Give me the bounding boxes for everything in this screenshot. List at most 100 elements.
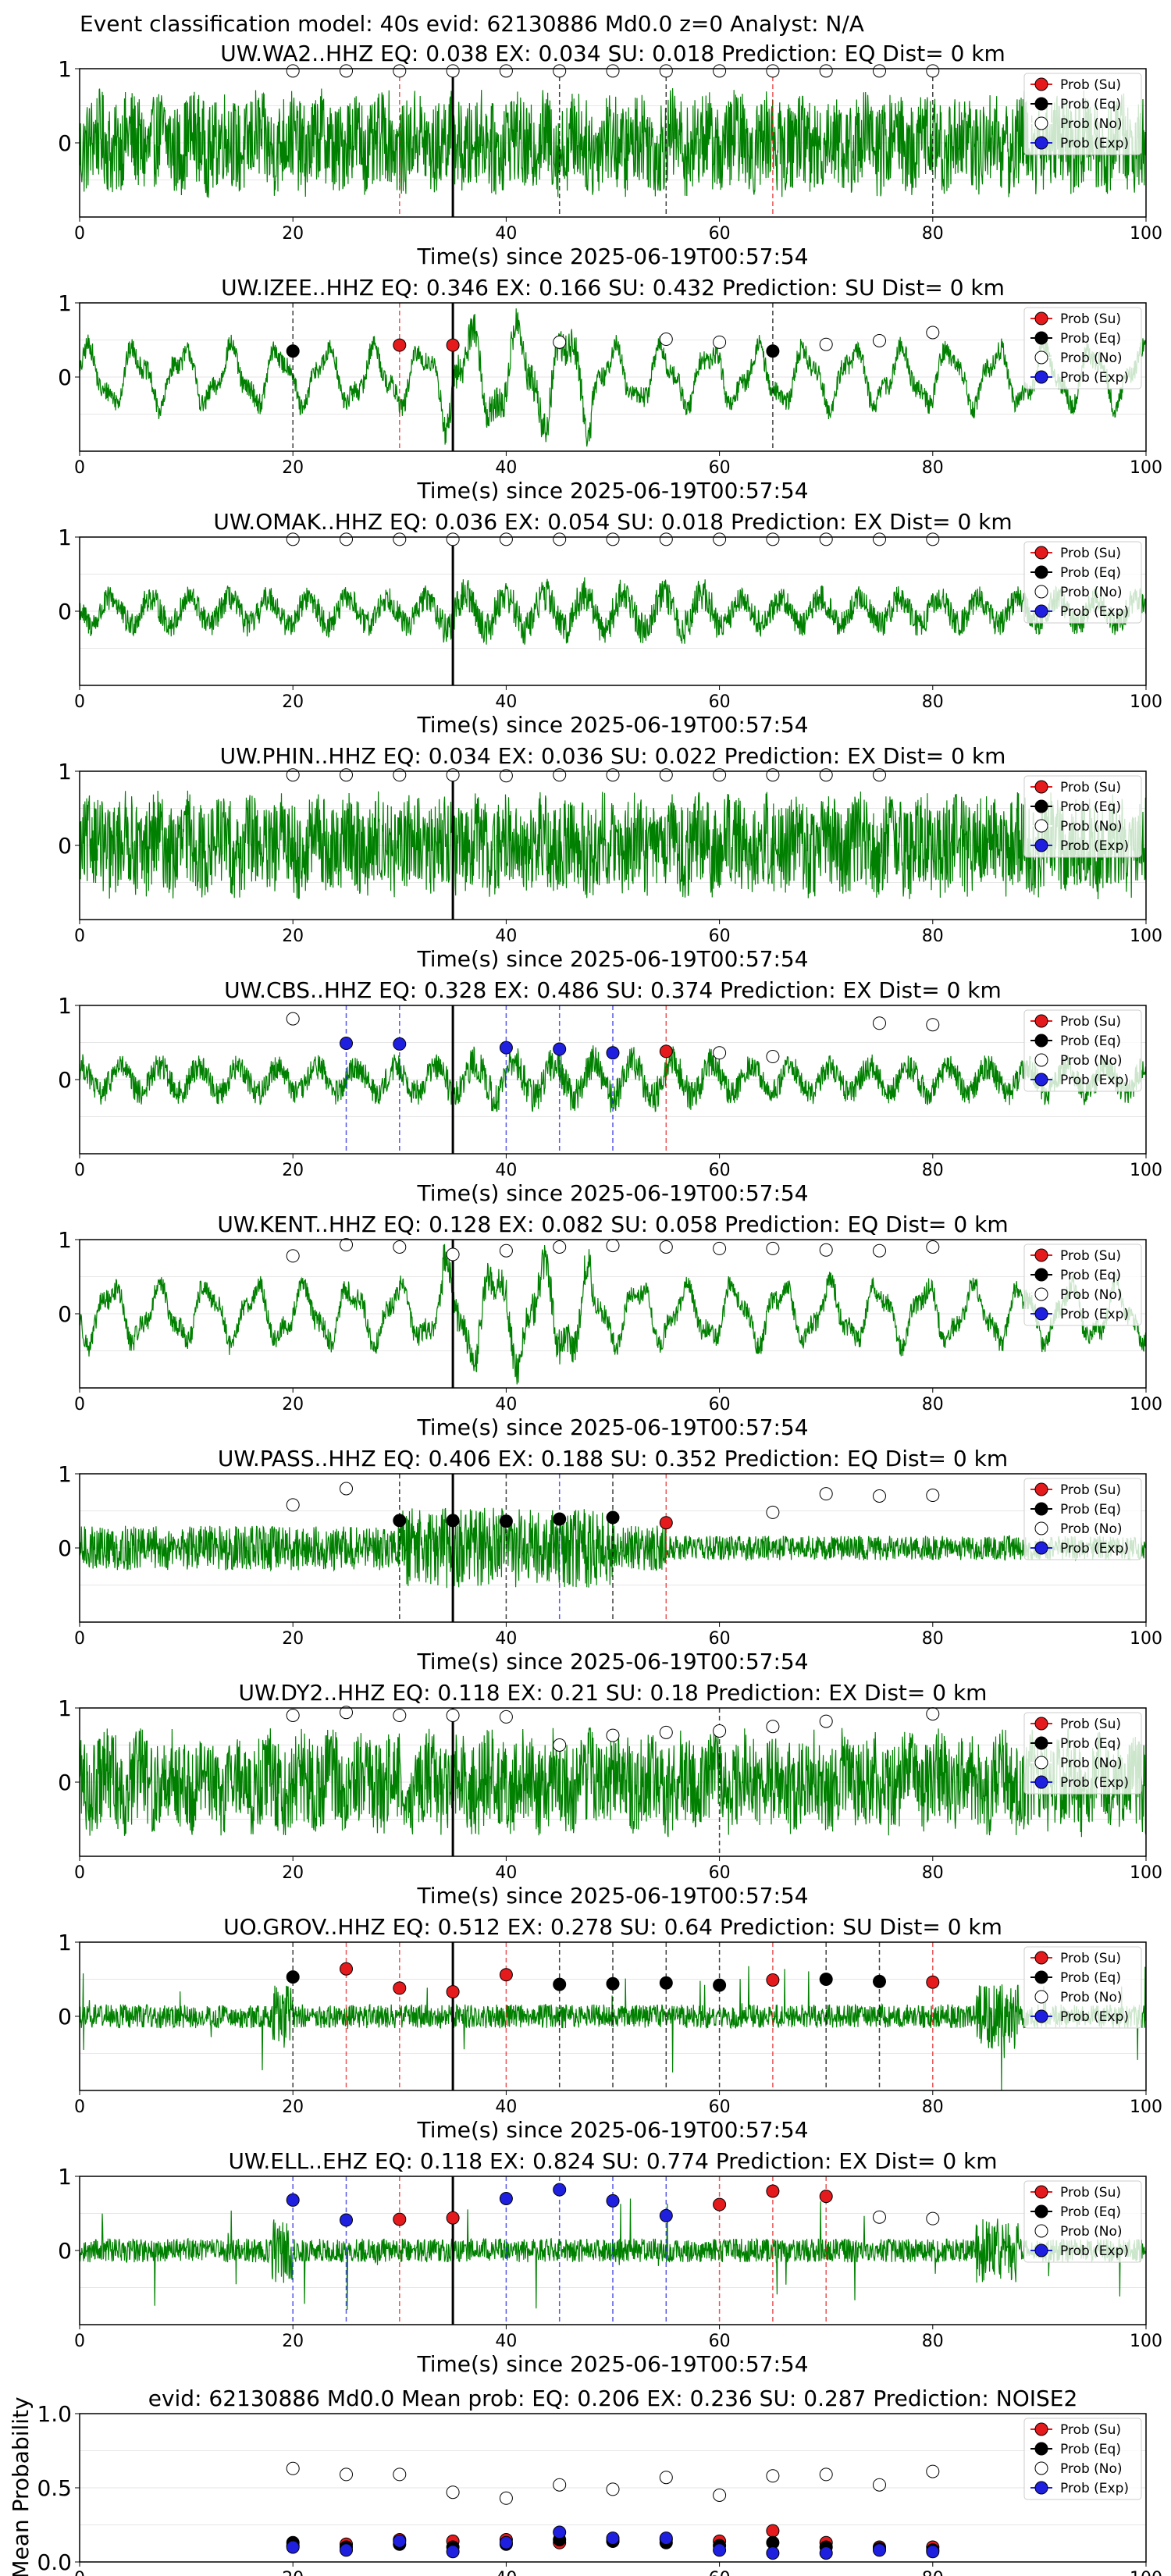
prob-point-no bbox=[766, 1050, 780, 1064]
legend-label-exp: Prob (Exp) bbox=[1060, 370, 1129, 386]
prob-point-exp bbox=[819, 2546, 833, 2560]
prob-point-no bbox=[659, 768, 673, 782]
prob-point-no bbox=[606, 1728, 620, 1742]
prob-point-no bbox=[286, 1249, 300, 1263]
x-tick-label: 60 bbox=[709, 2097, 731, 2117]
legend-marker-exp bbox=[1034, 604, 1048, 618]
legend-marker-su bbox=[1034, 1248, 1048, 1262]
x-tick-label: 40 bbox=[495, 927, 517, 946]
prob-point-eq bbox=[606, 1510, 620, 1525]
prob-point-no bbox=[766, 1720, 780, 1734]
legend-marker-no bbox=[1034, 350, 1048, 365]
x-tick-label: 60 bbox=[709, 1863, 731, 1883]
prob-point-exp bbox=[553, 2183, 567, 2197]
prob-point-exp bbox=[873, 2543, 886, 2557]
x-tick-label: 0 bbox=[74, 1395, 85, 1414]
prob-point-no bbox=[819, 337, 833, 351]
legend-label-eq: Prob (Eq) bbox=[1060, 565, 1121, 581]
x-tick-label: 80 bbox=[922, 927, 944, 946]
legend-frame bbox=[1023, 775, 1142, 858]
legend-frame bbox=[1023, 1478, 1142, 1560]
x-tick-label: 40 bbox=[495, 1863, 517, 1883]
legend-marker-su bbox=[1034, 546, 1048, 560]
prob-point-no bbox=[659, 1725, 673, 1739]
x-tick-label: 80 bbox=[922, 1161, 944, 1180]
legend-label-no: Prob (No) bbox=[1060, 1053, 1123, 1069]
prob-point-su bbox=[393, 1981, 407, 1995]
x-tick-label: 60 bbox=[709, 927, 731, 946]
legend-label-exp: Prob (Exp) bbox=[1060, 2481, 1129, 2496]
x-tick-label: 20 bbox=[282, 1395, 304, 1414]
prob-point-no bbox=[873, 333, 886, 347]
prob-point-no bbox=[286, 768, 300, 782]
legend-label-su: Prob (Su) bbox=[1060, 311, 1121, 327]
prob-point-exp bbox=[286, 2540, 300, 2554]
x-tick-label: 0 bbox=[74, 1161, 85, 1180]
x-tick-label: 60 bbox=[709, 1629, 731, 1649]
prob-point-no bbox=[766, 1505, 780, 1519]
prob-point-no bbox=[286, 2461, 300, 2475]
prob-point-su bbox=[766, 1973, 780, 1987]
legend-marker-eq bbox=[1034, 97, 1048, 111]
prob-point-eq bbox=[659, 1976, 673, 1990]
x-tick-label: 60 bbox=[709, 1395, 731, 1414]
prob-point-eq bbox=[499, 1514, 513, 1528]
legend-label-no: Prob (No) bbox=[1060, 2224, 1123, 2240]
legend-marker-no bbox=[1034, 1287, 1048, 1301]
waveform-line bbox=[79, 308, 1147, 447]
x-tick-label: 20 bbox=[282, 2332, 304, 2351]
legend: Prob (Su) Prob (Eq) Prob (No) Prob (Exp) bbox=[1023, 541, 1142, 624]
y-tick-label: 1 bbox=[58, 759, 72, 785]
prob-point-eq bbox=[766, 344, 780, 358]
prob-point-exp bbox=[499, 2535, 513, 2549]
waveform-line bbox=[79, 1507, 1147, 1589]
prob-point-no bbox=[873, 768, 886, 782]
legend-label-no: Prob (No) bbox=[1060, 1521, 1123, 1537]
prob-point-su bbox=[819, 2190, 833, 2204]
x-axis-label: Time(s) since 2025-06-19T00:57:54 bbox=[416, 2117, 808, 2143]
legend-frame bbox=[1023, 1946, 1142, 2029]
x-tick-label: 40 bbox=[495, 224, 517, 244]
legend-label-no: Prob (No) bbox=[1060, 585, 1123, 600]
legend-marker-eq bbox=[1034, 799, 1048, 813]
legend-marker-exp bbox=[1034, 370, 1048, 384]
prob-point-no bbox=[553, 335, 567, 349]
prob-point-no bbox=[713, 1241, 727, 1255]
prob-point-no bbox=[393, 1240, 407, 1254]
prob-point-su bbox=[393, 2212, 407, 2226]
y-tick-label: 1 bbox=[58, 993, 72, 1019]
prob-point-no bbox=[713, 1046, 727, 1060]
legend-marker-su bbox=[1034, 1951, 1048, 1965]
prob-point-no bbox=[553, 1240, 567, 1254]
prob-point-exp bbox=[766, 2546, 780, 2560]
x-tick-label: 0 bbox=[74, 224, 85, 244]
y-tick-label: 0.5 bbox=[37, 2475, 72, 2501]
x-tick-label: 60 bbox=[709, 2332, 731, 2351]
prob-point-no bbox=[766, 64, 780, 78]
prob-point-no bbox=[766, 1241, 780, 1255]
x-axis-label: Time(s) since 2025-06-19T00:57:54 bbox=[416, 244, 808, 269]
x-tick-label: 100 bbox=[1130, 224, 1162, 244]
prob-point-no bbox=[286, 532, 300, 546]
x-tick-label: 80 bbox=[922, 224, 944, 244]
x-tick-label: 20 bbox=[282, 1629, 304, 1649]
x-tick-label: 0 bbox=[74, 927, 85, 946]
x-tick-label: 100 bbox=[1130, 927, 1162, 946]
prob-point-no bbox=[553, 532, 567, 546]
legend-label-su: Prob (Su) bbox=[1060, 77, 1121, 93]
prob-point-no bbox=[340, 1706, 353, 1720]
prob-point-no bbox=[819, 64, 833, 78]
legend-frame bbox=[1023, 73, 1142, 155]
x-tick-label: 40 bbox=[495, 2097, 517, 2117]
legend-label-su: Prob (Su) bbox=[1060, 1248, 1121, 1264]
y-tick-label: 1 bbox=[58, 525, 72, 550]
prob-point-su bbox=[499, 1968, 513, 1982]
y-tick-label: 0 bbox=[58, 130, 72, 156]
x-tick-label: 100 bbox=[1130, 692, 1162, 712]
x-tick-label: 100 bbox=[1130, 2332, 1162, 2351]
prob-point-su bbox=[446, 338, 460, 352]
prob-point-no bbox=[446, 64, 460, 78]
panel-title: UW.KENT..HHZ EQ: 0.128 EX: 0.082 SU: 0.0… bbox=[217, 1212, 1008, 1237]
legend-marker-su bbox=[1034, 311, 1048, 326]
prob-point-eq bbox=[713, 1978, 727, 1992]
